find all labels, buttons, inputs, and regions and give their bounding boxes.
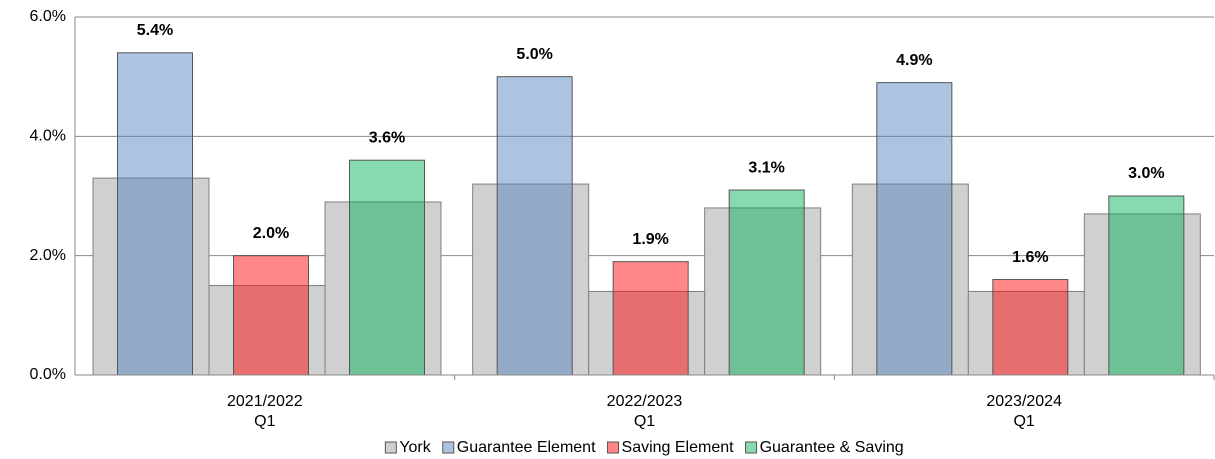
- y-tick-label: 0.0%: [30, 366, 66, 383]
- bar: [876, 82, 953, 376]
- y-tick-label: 4.0%: [30, 128, 66, 145]
- y-tick-label: 2.0%: [30, 247, 66, 264]
- bar: [1108, 195, 1185, 376]
- bar: [588, 290, 706, 376]
- data-label: 2.0%: [253, 225, 289, 242]
- x-tick-label: 2021/2022 Q1: [227, 393, 303, 430]
- bar: [992, 279, 1069, 376]
- bar: [472, 183, 590, 376]
- legend: York Guarantee Element Saving Element Guara…: [384, 439, 904, 456]
- bar: [117, 52, 193, 376]
- data-label: 4.9%: [896, 52, 932, 69]
- bar: [324, 201, 442, 376]
- data-label: 1.6%: [1012, 249, 1048, 266]
- bar: [496, 76, 573, 376]
- bar: [967, 290, 1085, 376]
- legend-label: Guarantee & Saving: [760, 439, 904, 456]
- legend-swatch: [384, 441, 397, 454]
- bar: [728, 189, 805, 376]
- bar: [612, 261, 689, 376]
- legend-swatch: [745, 441, 758, 454]
- x-tick-label: 2023/2024 Q1: [986, 393, 1062, 430]
- y-tick-label: 6.0%: [30, 8, 66, 25]
- legend-label: Guarantee Element: [457, 439, 596, 456]
- legend-swatch: [442, 441, 455, 454]
- x-tick-label-line: Q1: [1013, 413, 1034, 430]
- x-tick-label-line: 2023/2024: [986, 393, 1062, 410]
- bar: [704, 207, 822, 376]
- data-label: 1.9%: [632, 231, 668, 248]
- bar: [233, 255, 309, 376]
- data-label: 5.0%: [516, 46, 552, 63]
- bar: [92, 177, 210, 376]
- bar: [1083, 213, 1201, 376]
- x-tick-label-line: Q1: [634, 413, 655, 430]
- x-tick-label-line: Q1: [254, 413, 275, 430]
- legend-label: York: [399, 439, 431, 456]
- bar: [349, 159, 425, 376]
- legend-label: Saving Element: [622, 439, 735, 456]
- data-label: 3.0%: [1128, 165, 1164, 182]
- data-label: 5.4%: [137, 22, 173, 39]
- legend-swatch: [607, 441, 620, 454]
- x-tick-label-line: 2021/2022: [227, 393, 303, 410]
- data-label: 3.1%: [748, 159, 784, 176]
- x-tick-label: 2022/2023 Q1: [607, 393, 683, 430]
- data-label: 3.6%: [369, 129, 405, 146]
- x-tick-label-line: 2022/2023: [607, 393, 683, 410]
- bar: [851, 183, 969, 376]
